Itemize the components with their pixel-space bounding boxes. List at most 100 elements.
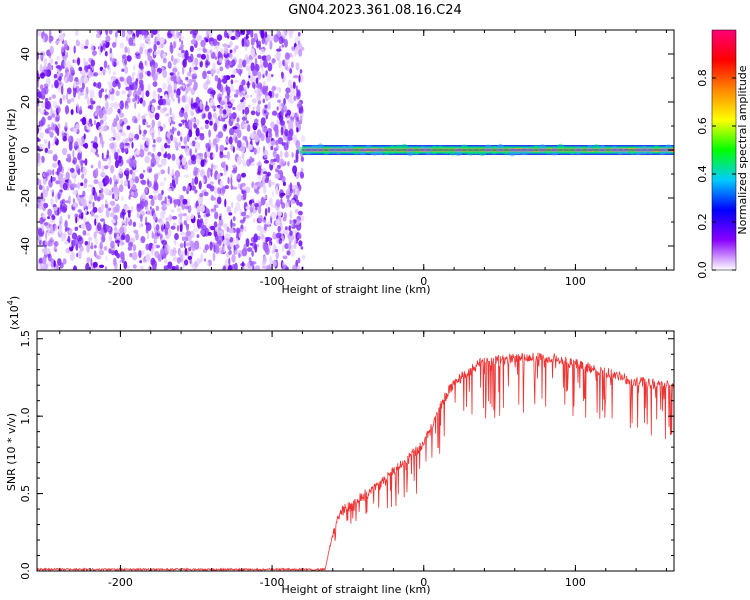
noise-speck xyxy=(229,244,235,248)
noise-speck xyxy=(282,160,285,164)
noise-speck xyxy=(181,202,186,211)
noise-speck xyxy=(212,138,217,146)
signal-band-blob xyxy=(478,147,487,157)
noise-speck xyxy=(136,51,139,55)
noise-speck xyxy=(58,84,61,94)
noise-speck xyxy=(238,58,243,66)
noise-speck xyxy=(212,90,215,99)
noise-speck xyxy=(55,193,58,203)
noise-speck xyxy=(126,125,131,130)
noise-speck xyxy=(176,225,180,232)
noise-speck xyxy=(256,162,262,167)
signal-band-blob xyxy=(412,147,421,156)
noise-speck xyxy=(152,90,157,100)
noise-speck xyxy=(192,32,197,39)
noise-speck xyxy=(229,49,233,54)
noise-speck xyxy=(115,133,121,142)
noise-speck xyxy=(37,145,40,150)
figure-title: GN04.2023.361.08.16.C24 xyxy=(288,3,462,18)
noise-speck xyxy=(171,215,178,220)
noise-speck xyxy=(143,113,148,117)
noise-speck xyxy=(205,143,211,152)
noise-speck xyxy=(140,194,143,200)
noise-speck xyxy=(98,125,103,134)
noise-speck xyxy=(77,93,81,100)
noise-speck xyxy=(199,57,202,62)
spectrogram-y-tick-label: 20 xyxy=(19,95,32,109)
noise-speck xyxy=(290,248,296,258)
noise-speck xyxy=(273,158,277,163)
noise-speck xyxy=(261,67,264,73)
noise-speck xyxy=(151,98,156,103)
noise-speck xyxy=(92,261,98,268)
noise-speck xyxy=(271,110,278,116)
noise-speck xyxy=(117,148,120,154)
noise-speck xyxy=(289,219,293,225)
noise-speck xyxy=(160,108,166,114)
noise-speck xyxy=(170,134,174,142)
signal-band-blob xyxy=(550,146,559,156)
noise-speck xyxy=(250,110,256,116)
noise-speck xyxy=(147,151,152,156)
spectrogram-y-tick-label: -40 xyxy=(19,237,32,255)
noise-speck xyxy=(244,106,250,115)
noise-speck xyxy=(120,234,126,241)
noise-speck xyxy=(238,183,240,189)
noise-speck xyxy=(97,81,102,89)
noise-speck xyxy=(53,74,58,79)
noise-speck xyxy=(50,58,54,65)
noise-speck xyxy=(180,136,183,142)
noise-speck xyxy=(131,83,135,91)
noise-speck xyxy=(275,169,279,173)
noise-speck xyxy=(131,159,137,167)
noise-speck xyxy=(120,251,125,260)
noise-speck xyxy=(108,80,114,89)
noise-speck xyxy=(257,71,262,80)
noise-speck xyxy=(282,216,287,222)
noise-speck xyxy=(246,247,253,252)
noise-speck xyxy=(39,64,43,73)
noise-speck xyxy=(119,100,124,110)
noise-speck xyxy=(206,183,212,189)
noise-speck xyxy=(248,75,251,79)
noise-speck xyxy=(92,206,98,213)
noise-speck xyxy=(115,31,118,38)
noise-speck xyxy=(284,226,288,230)
noise-speck xyxy=(176,74,179,83)
noise-speck xyxy=(121,68,125,72)
noise-speck xyxy=(38,202,43,211)
noise-speck xyxy=(228,234,231,240)
noise-speck xyxy=(293,194,298,202)
noise-speck xyxy=(243,265,249,270)
noise-speck xyxy=(172,256,177,262)
noise-speck xyxy=(228,228,234,234)
noise-speck xyxy=(169,196,173,205)
noise-speck xyxy=(153,173,159,181)
noise-speck xyxy=(97,160,102,170)
signal-band-blob xyxy=(424,146,433,156)
noise-speck xyxy=(187,71,192,77)
noise-speck xyxy=(138,124,141,132)
noise-speck xyxy=(197,34,203,41)
noise-speck xyxy=(74,183,78,189)
noise-speck xyxy=(245,238,250,248)
spectrogram-y-tick-label: -20 xyxy=(19,189,32,207)
noise-speck xyxy=(151,248,154,257)
noise-speck xyxy=(225,137,230,144)
noise-speck xyxy=(171,179,175,184)
noise-speck xyxy=(54,224,58,231)
noise-speck xyxy=(146,70,151,77)
noise-speck xyxy=(113,186,119,196)
noise-speck xyxy=(148,40,151,46)
noise-speck xyxy=(98,71,103,76)
noise-speck xyxy=(160,145,165,153)
noise-speck xyxy=(171,112,175,121)
noise-speck xyxy=(157,105,161,110)
noise-speck xyxy=(88,236,92,241)
noise-speck xyxy=(140,223,144,228)
noise-speck xyxy=(124,46,128,54)
noise-speck xyxy=(118,112,125,118)
signal-band-blob xyxy=(610,145,619,154)
snr-x-tick-label: -200 xyxy=(108,576,133,589)
